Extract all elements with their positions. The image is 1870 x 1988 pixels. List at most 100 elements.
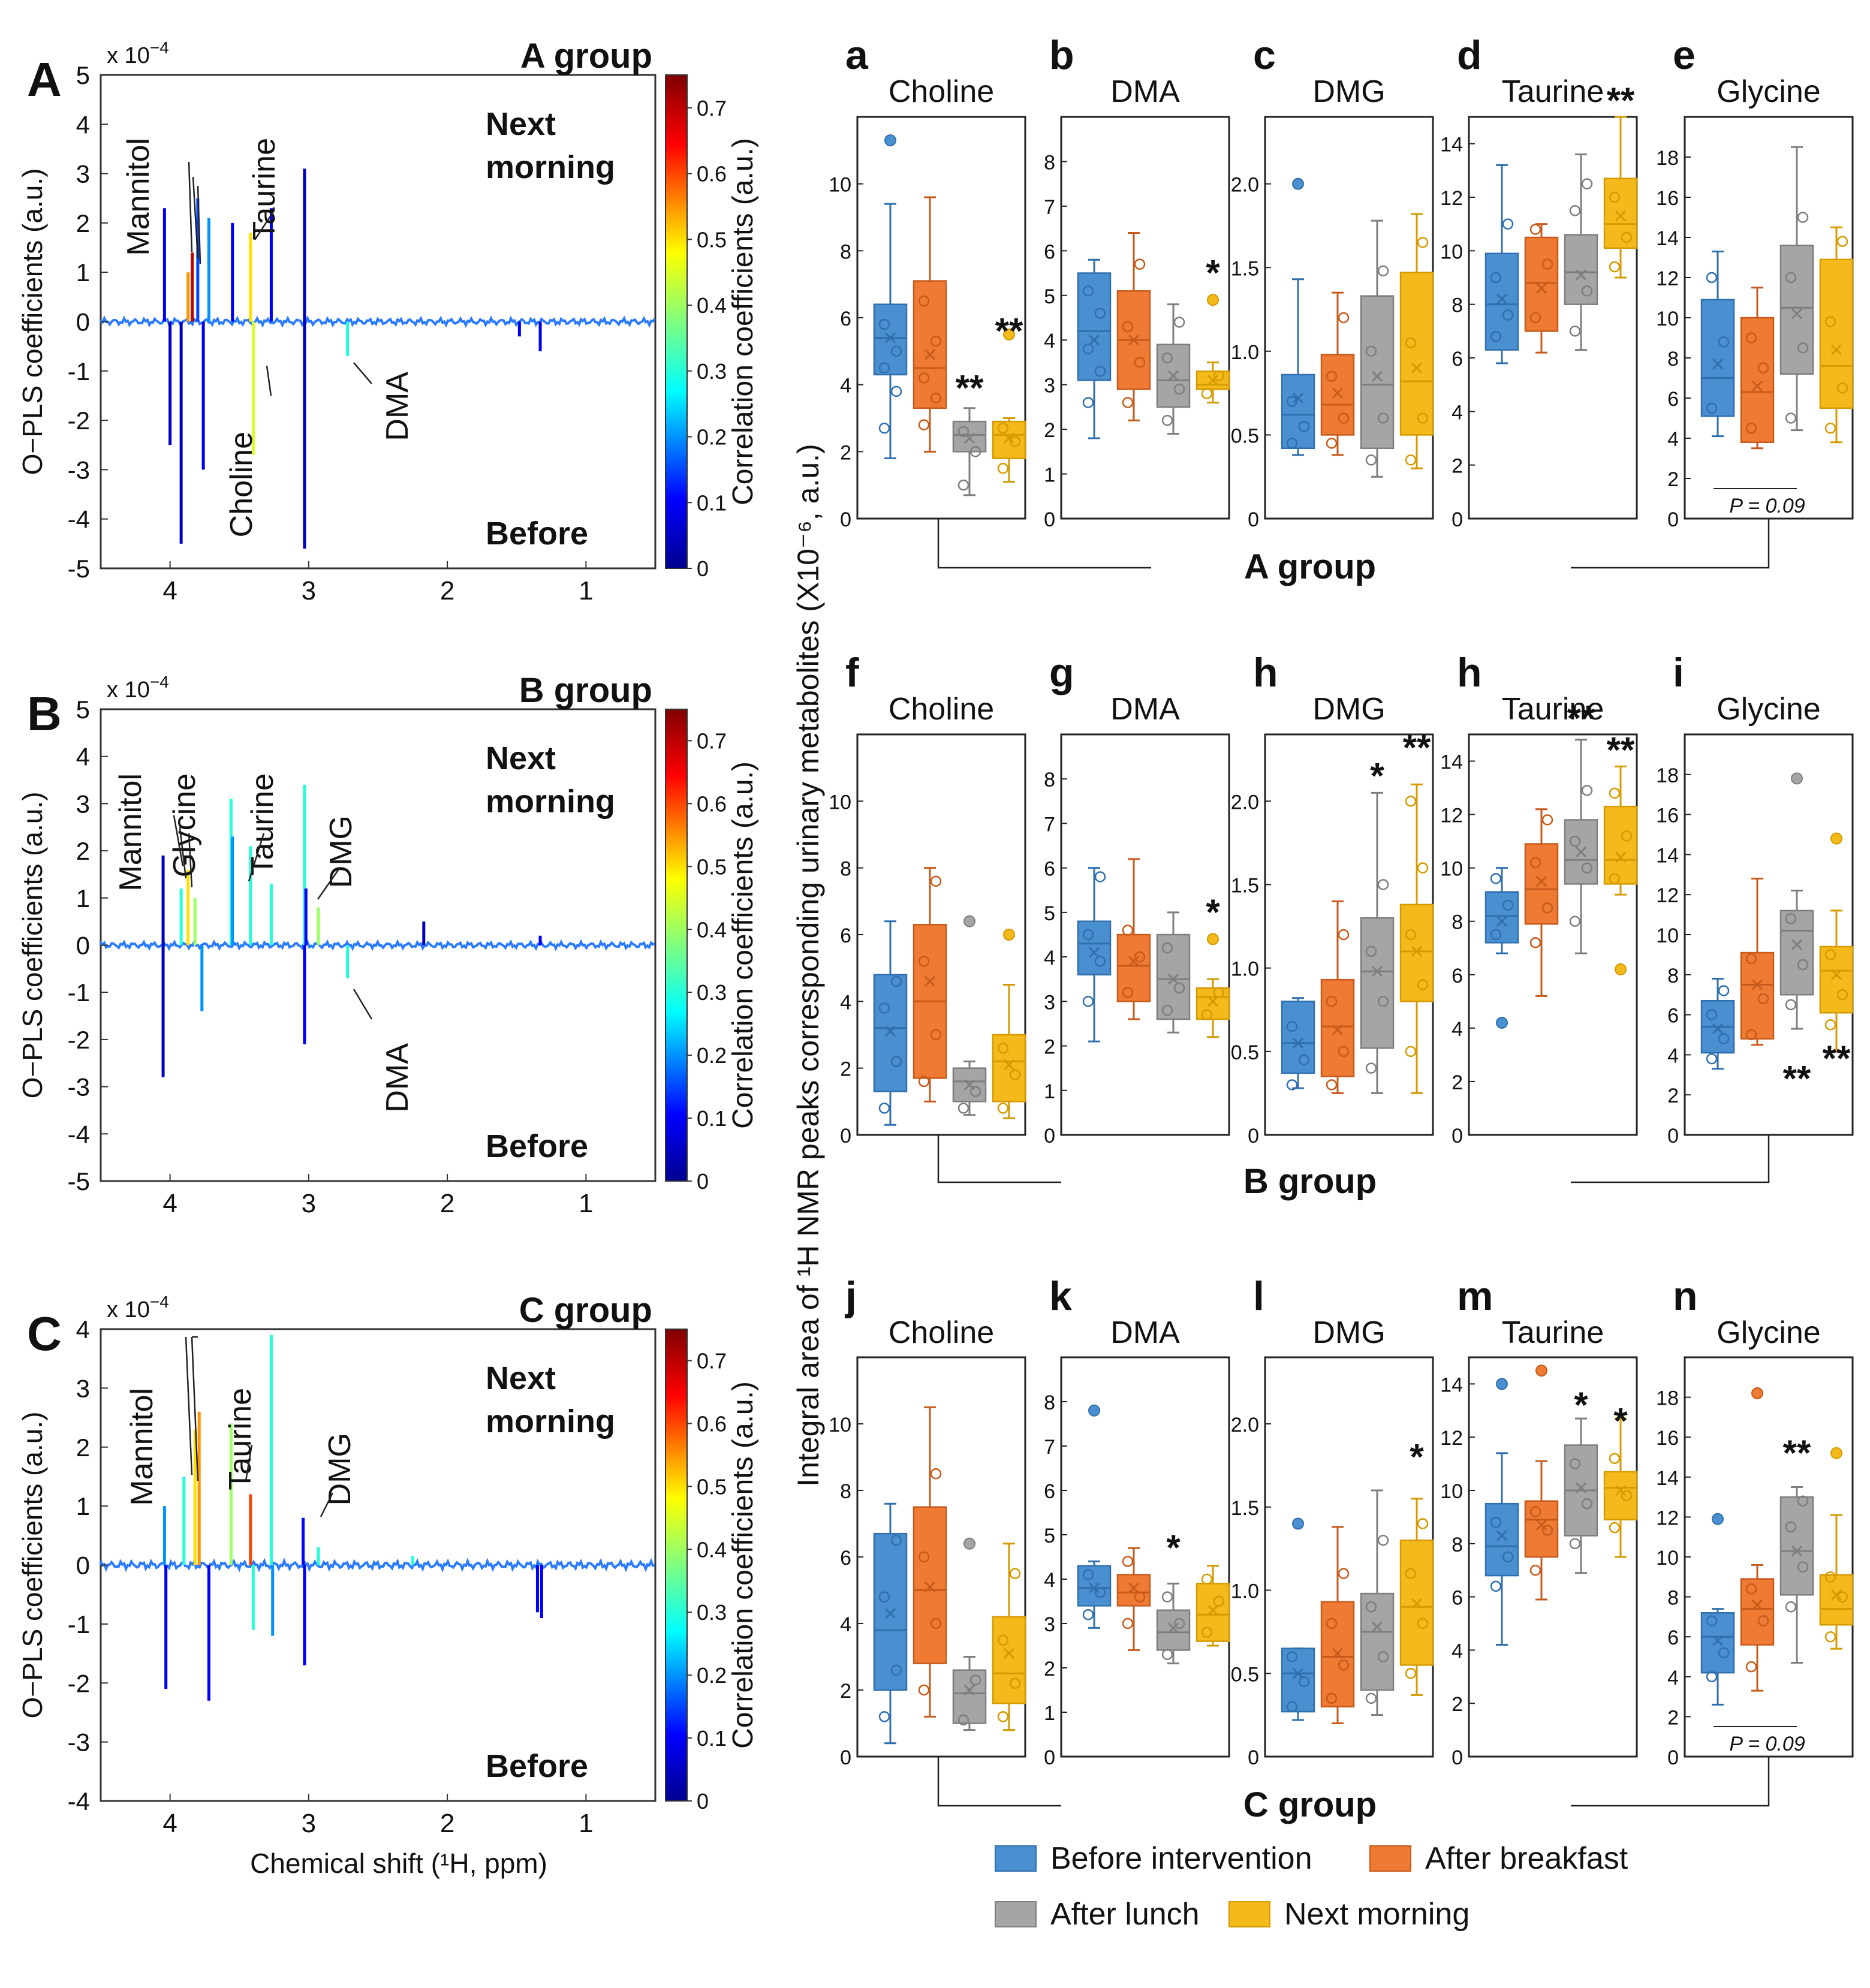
y-tick-label: 2 [1667, 1706, 1679, 1729]
data-point [1529, 1564, 1541, 1576]
y-tick-label: 2 [840, 1680, 851, 1703]
y-tick-label: -4 [68, 1787, 90, 1815]
y-tick-label: 5 [1044, 902, 1055, 925]
significance-mark: * [1410, 1437, 1424, 1477]
significance-mark: ** [1403, 727, 1431, 767]
colorbar-tick-label: 0.6 [697, 791, 727, 816]
data-point [1094, 366, 1106, 377]
x-tick-label: 2 [440, 1189, 454, 1218]
compound-label-taurine: Taurine [247, 138, 282, 240]
y-tick-label: 1 [1044, 1080, 1055, 1103]
leader-line [317, 869, 340, 900]
legend-item-after-lunch: After lunch [995, 1897, 1200, 1932]
boxplot-panel-a-choline: Choline a 0 2 4 6 8 10 ** ** [829, 32, 1026, 531]
colorbar-tick-label: 0.7 [697, 1348, 727, 1373]
y-tick-label: 5 [76, 695, 90, 724]
y-tick-label: 8 [840, 240, 851, 263]
annotation-bottom: Before [486, 516, 588, 552]
data-point [1377, 879, 1389, 890]
outlier-point [1003, 328, 1015, 341]
outlier-point [1003, 929, 1015, 941]
mean-marker [1003, 1059, 1015, 1071]
mean-marker [1751, 979, 1763, 990]
panel-title: DMA [1110, 74, 1180, 109]
boxplot-panel-h-taurine: Taurine h 0 2 4 6 8 10 12 14 ** ** [1440, 650, 1638, 1147]
data-point [1541, 1525, 1553, 1536]
spectra-x-axis-label: Chemical shift (¹H, ppm) [250, 1848, 547, 1879]
data-point [1286, 1701, 1298, 1712]
mean-marker [1332, 1647, 1344, 1659]
y-axis-label: O−PLS coefficients (a.u.) [17, 792, 48, 1099]
colorbar-label: Correlation coefficients (a.u.) [727, 761, 759, 1129]
y-tick-label: 1.5 [1231, 1497, 1259, 1520]
data-point [1417, 1518, 1429, 1529]
y-tick-label: 2.0 [1231, 791, 1259, 814]
y-tick-label: 12 [1440, 187, 1463, 210]
y-tick-label: 4 [1044, 1569, 1055, 1592]
box-next-morning [1399, 213, 1434, 469]
spectra-panels: -5 -4 -3 -2 -1 0 1 2 3 4 5 4 3 2 1 x 10−4 A A group Next mo… [17, 37, 759, 1838]
colorbar-label: Correlation coefficients (a.u.) [727, 1381, 759, 1749]
data-point [1529, 857, 1541, 869]
panel-letter: C [27, 1307, 62, 1360]
box-before-intervention [1484, 164, 1519, 365]
data-point [1213, 370, 1225, 382]
data-point [1417, 237, 1429, 248]
box-after-breakfast [1116, 232, 1151, 421]
y-tick-label: 4 [1452, 1640, 1463, 1662]
box-after-lunch [1779, 146, 1814, 432]
box-next-morning [1603, 765, 1638, 975]
box-after-breakfast [1740, 1387, 1775, 1692]
data-point [1529, 224, 1541, 235]
colorbar-tick-label: 0.3 [697, 359, 727, 384]
y-tick-label: 8 [1667, 348, 1679, 371]
y-tick-label: 0 [1044, 1125, 1055, 1147]
data-point [1417, 862, 1429, 873]
y-tick-label: 12 [1656, 1507, 1679, 1529]
y-tick-label: 0 [76, 932, 90, 960]
spectrum-baseline [100, 939, 655, 951]
y-tick-label: 2 [1044, 419, 1055, 442]
boxplot-panel-n-glycine: Glycine n 0 2 4 6 8 10 12 14 16 18 ** P = 0.09 [1656, 1273, 1854, 1769]
panel-letter: A [27, 53, 62, 106]
y-tick-label: 3 [1044, 1613, 1055, 1636]
y-tick-label: 8 [1667, 965, 1679, 987]
x-tick-label: 3 [302, 576, 316, 606]
annotation-top-line2: morning [486, 784, 615, 820]
data-point [1173, 317, 1185, 328]
y-tick-label: 2.0 [1231, 174, 1259, 197]
panel-frame [1468, 1356, 1638, 1758]
data-point [1621, 1490, 1633, 1502]
data-point [1173, 1617, 1185, 1629]
panel-title: Choline [889, 692, 994, 727]
compound-label-dmg: DMG [323, 1433, 357, 1505]
x-tick-label: 1 [579, 576, 593, 606]
y-tick-label: 1.0 [1231, 341, 1259, 364]
boxplot-panel-g-dma: DMA g 0 1 2 3 4 5 6 7 8 * [1044, 650, 1230, 1147]
legend-swatch [1369, 1845, 1411, 1872]
data-point [1569, 1458, 1581, 1469]
data-point [1718, 1647, 1730, 1659]
data-point [1745, 1661, 1757, 1673]
y-tick-label: 6 [1044, 858, 1055, 881]
boxplot-row-2: Cholinef0246810DMAg012345678*DMGh00.51.0… [829, 650, 1854, 1201]
box-next-morning [992, 1543, 1026, 1731]
data-point [1161, 942, 1173, 954]
panel-title: Choline [889, 1315, 994, 1350]
compound-label-choline: Choline [224, 432, 259, 537]
data-point [1490, 1517, 1502, 1528]
data-point [1836, 382, 1848, 394]
box-before-intervention [1700, 1513, 1735, 1706]
y-tick-label: 1 [76, 1492, 90, 1520]
y-tick-label: 0 [1667, 508, 1679, 531]
box-before-intervention [1700, 977, 1735, 1070]
data-point [1082, 343, 1094, 355]
legend-label: After breakfast [1425, 1841, 1628, 1876]
y-tick-label: 2 [1044, 1658, 1055, 1680]
box-after-lunch [952, 1537, 987, 1731]
boxplot-panel-l-dmg: DMG l 0 0.5 1.0 1.5 2.0 * [1231, 1273, 1434, 1769]
y-tick-label: 3 [1044, 991, 1055, 1014]
y-tick-label: 2 [1667, 468, 1679, 491]
annotation-bottom: Before [486, 1128, 588, 1164]
data-point [1134, 951, 1146, 963]
